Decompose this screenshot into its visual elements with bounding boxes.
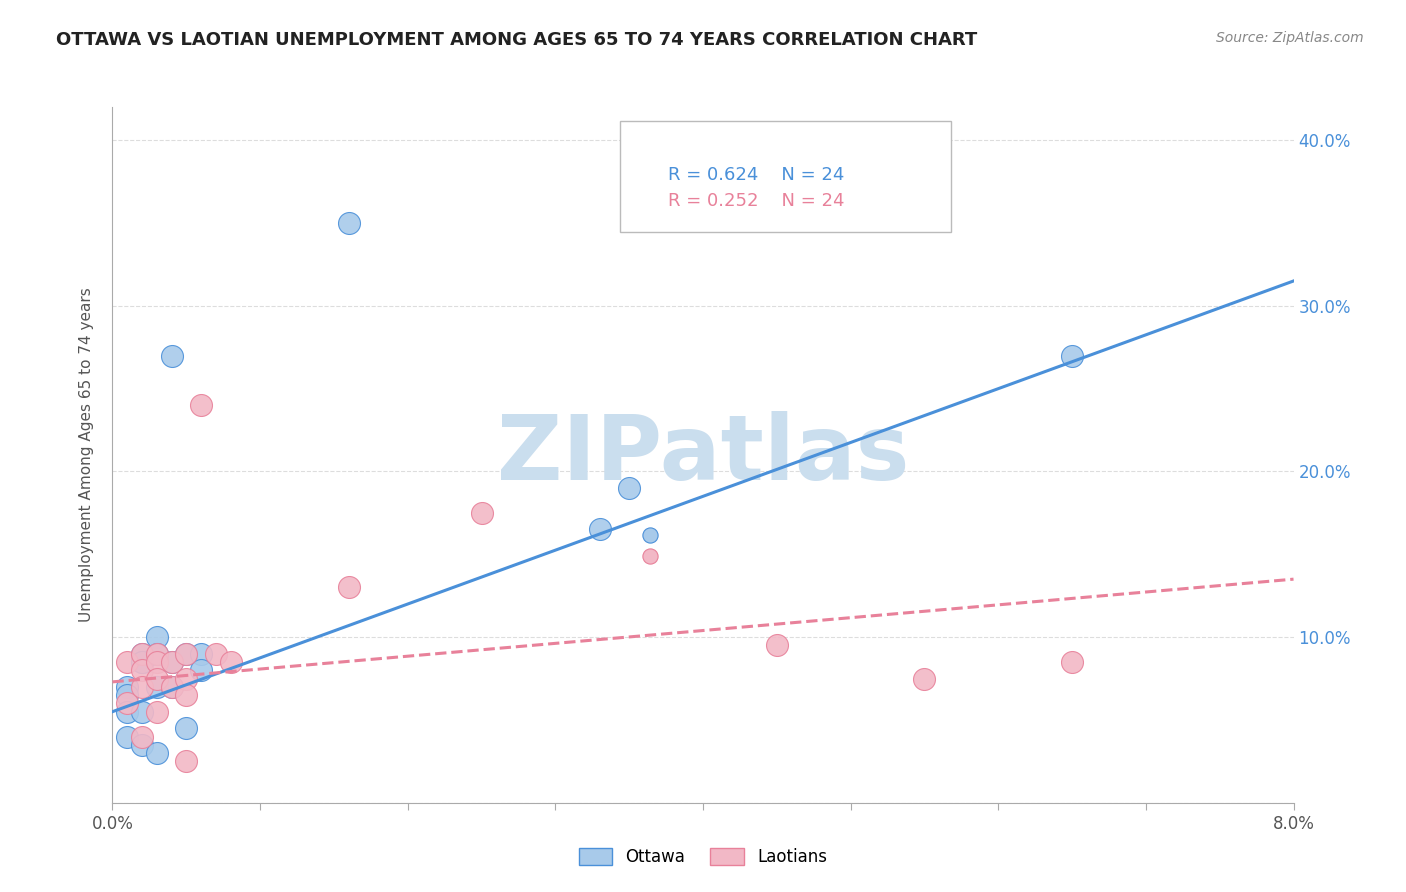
Point (131, 730, 153, 744)
Point (174, 755, 197, 769)
Point (146, 647, 169, 661)
Point (337, 581, 360, 595)
Point (1062, 349, 1084, 363)
Point (131, 647, 153, 661)
Point (190, 398, 212, 412)
Y-axis label: Unemployment Among Ages 65 to 74 years: Unemployment Among Ages 65 to 74 years (79, 287, 94, 623)
Point (190, 663, 212, 677)
Point (131, 647, 153, 661)
Point (146, 705, 169, 719)
Text: ZIPatlas: ZIPatlas (496, 411, 910, 499)
Point (131, 663, 153, 677)
Point (174, 688, 197, 702)
Point (337, 216, 360, 230)
Point (471, 506, 494, 520)
Point (146, 647, 169, 661)
Point (131, 655, 153, 669)
Point (160, 680, 183, 694)
Point (619, 481, 641, 495)
Point (160, 349, 183, 363)
Point (117, 688, 138, 702)
Point (117, 680, 138, 694)
Point (160, 680, 183, 694)
Point (131, 738, 153, 752)
Point (146, 746, 169, 760)
Point (174, 647, 197, 661)
Point (117, 655, 138, 669)
Point (117, 697, 138, 711)
Point (146, 630, 169, 644)
Point (160, 655, 183, 669)
Point (160, 655, 183, 669)
Point (588, 523, 610, 537)
Point (219, 655, 242, 669)
Point (205, 647, 228, 661)
Point (174, 721, 197, 735)
Point (765, 639, 787, 653)
Text: Source: ZipAtlas.com: Source: ZipAtlas.com (1216, 31, 1364, 45)
Point (146, 655, 169, 669)
Text: R = 0.624    N = 24: R = 0.624 N = 24 (668, 166, 844, 184)
Point (131, 655, 153, 669)
Point (117, 730, 138, 744)
Point (190, 647, 212, 661)
Point (117, 705, 138, 719)
Point (146, 672, 169, 686)
Point (914, 672, 936, 686)
Point (131, 705, 153, 719)
FancyBboxPatch shape (620, 121, 950, 232)
Text: R = 0.252    N = 24: R = 0.252 N = 24 (668, 192, 844, 210)
Legend: Ottawa, Laotians: Ottawa, Laotians (571, 840, 835, 875)
Point (146, 680, 169, 694)
Point (174, 672, 197, 686)
Point (131, 680, 153, 694)
Point (1062, 655, 1084, 669)
Point (174, 647, 197, 661)
Text: OTTAWA VS LAOTIAN UNEMPLOYMENT AMONG AGES 65 TO 74 YEARS CORRELATION CHART: OTTAWA VS LAOTIAN UNEMPLOYMENT AMONG AGE… (56, 31, 977, 49)
